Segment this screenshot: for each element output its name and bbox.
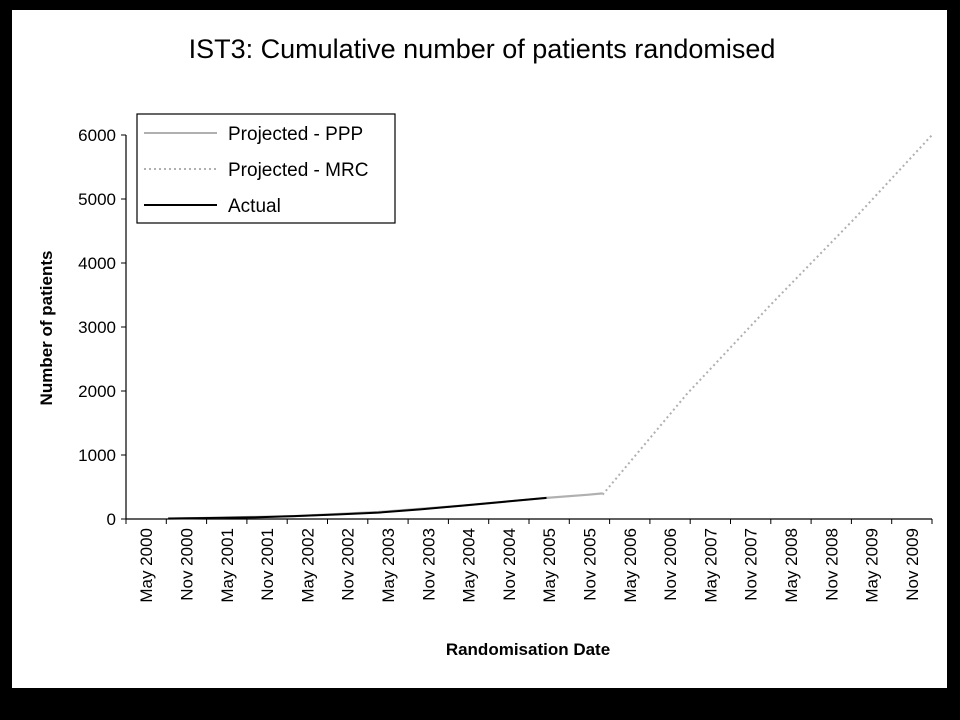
x-tick-label: Nov 2007: [742, 528, 761, 601]
y-tick-label: 1000: [78, 446, 116, 465]
chart-svg: IST3: Cumulative number of patients rand…: [37, 34, 933, 659]
x-tick-label: May 2008: [782, 528, 801, 603]
plot-series: [168, 134, 933, 520]
x-tick-label: May 2000: [137, 528, 156, 603]
series-line-0: [168, 492, 603, 520]
series-line-1: [601, 134, 933, 496]
x-tick-label: May 2002: [298, 528, 317, 603]
legend: Projected - PPP Projected - MRC Actual: [136, 113, 396, 224]
x-tick-label: May 2007: [701, 528, 720, 603]
x-axis-title: Randomisation Date: [446, 640, 610, 659]
series-line-2: [168, 496, 547, 520]
x-tick-label: Nov 2008: [822, 528, 841, 601]
x-tick-label: Nov 2000: [177, 528, 196, 601]
x-tick-label: Nov 2002: [339, 528, 358, 601]
legend-label-2: Actual: [228, 196, 281, 217]
y-tick-label: 2000: [78, 382, 116, 401]
x-tick-label: Nov 2005: [580, 528, 599, 601]
x-tick-label: May 2001: [218, 528, 237, 603]
y-tick-label: 4000: [78, 254, 116, 273]
legend-label-0: Projected - PPP: [228, 124, 363, 145]
legend-label-1: Projected - MRC: [228, 160, 368, 181]
y-tick-label: 0: [107, 510, 116, 529]
x-tick-label: Nov 2006: [661, 528, 680, 601]
x-tick-label: Nov 2003: [419, 528, 438, 601]
x-tick-label: Nov 2001: [258, 528, 277, 601]
x-tick-label: May 2005: [540, 528, 559, 603]
axes: 0 1000 2000 3000 4000 5000 6000 May 2000 Nov 200…: [78, 126, 933, 603]
y-tick-label: 3000: [78, 318, 116, 337]
x-tick-label: Nov 2004: [500, 528, 519, 601]
y-tick-label: 5000: [78, 190, 116, 209]
x-tick-label: May 2004: [460, 528, 479, 603]
x-tick-label: Nov 2009: [903, 528, 922, 601]
x-tick-label: May 2006: [621, 528, 640, 603]
x-tick-label: May 2003: [379, 528, 398, 603]
chart-title: IST3: Cumulative number of patients rand…: [189, 34, 776, 64]
x-tick-label: May 2009: [863, 528, 882, 603]
y-tick-label: 6000: [78, 126, 116, 145]
chart-panel: IST3: Cumulative number of patients rand…: [12, 10, 947, 688]
y-axis-title: Number of patients: [37, 251, 56, 406]
